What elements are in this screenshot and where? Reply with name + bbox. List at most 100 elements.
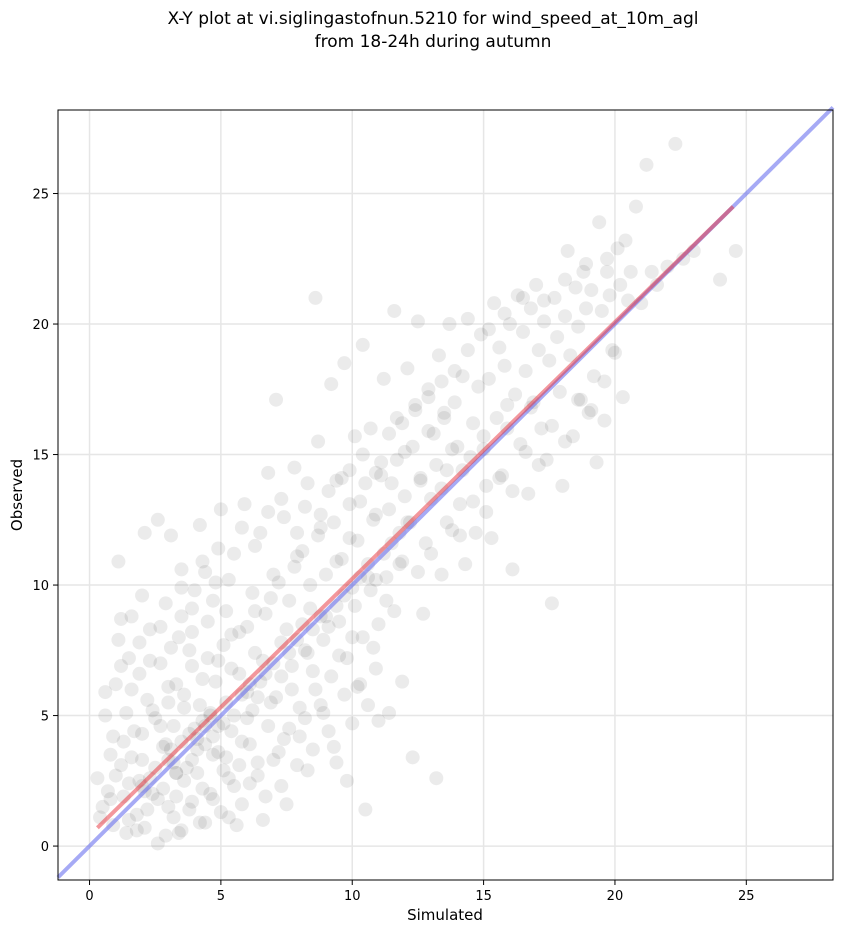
scatter-point bbox=[337, 687, 352, 702]
scatter-point bbox=[111, 554, 126, 569]
scatter-point bbox=[397, 489, 412, 504]
scatter-point bbox=[111, 632, 126, 647]
scatter-point bbox=[450, 439, 465, 454]
scatter-point bbox=[303, 601, 318, 616]
scatter-point bbox=[161, 799, 176, 814]
scatter-point bbox=[571, 392, 586, 407]
scatter-point bbox=[413, 471, 428, 486]
scatter-point bbox=[392, 557, 407, 572]
scatter-point bbox=[240, 711, 255, 726]
scatter-point bbox=[339, 773, 354, 788]
scatter-point bbox=[560, 243, 575, 258]
scatter-point bbox=[271, 575, 286, 590]
scatter-point bbox=[579, 257, 594, 271]
scatter-point bbox=[321, 724, 336, 739]
scatter-point bbox=[224, 627, 239, 642]
scatter-point bbox=[466, 494, 481, 509]
scatter-point bbox=[250, 755, 265, 770]
scatter-point bbox=[103, 747, 118, 762]
scatter-point bbox=[531, 457, 546, 472]
scatter-point bbox=[600, 264, 615, 279]
scatter-point bbox=[297, 499, 312, 514]
scatter-point bbox=[479, 478, 494, 493]
scatter-point bbox=[274, 779, 289, 794]
scatter-point bbox=[345, 630, 360, 645]
x-axis-ticks: 0 5 10 15 20 25 bbox=[85, 880, 755, 904]
scatter-point bbox=[184, 601, 199, 616]
scatter-point bbox=[537, 293, 552, 308]
scatter-point bbox=[502, 317, 517, 332]
scatter-point bbox=[447, 395, 462, 410]
scatter-point bbox=[516, 290, 530, 305]
scatter-point bbox=[287, 559, 302, 574]
scatter-point bbox=[145, 786, 160, 801]
scatter-point bbox=[169, 765, 184, 780]
scatter-point bbox=[290, 549, 305, 564]
scatter-point bbox=[137, 525, 152, 540]
scatter-point bbox=[300, 763, 315, 778]
scatter-point bbox=[329, 755, 344, 770]
x-tick-label: 15 bbox=[475, 889, 492, 904]
scatter-point bbox=[366, 512, 381, 527]
scatter-point bbox=[295, 544, 310, 559]
scatter-point bbox=[592, 215, 607, 230]
scatter-point bbox=[192, 698, 207, 713]
scatter-point bbox=[177, 773, 192, 788]
scatter-point bbox=[494, 468, 509, 483]
scatter-point bbox=[408, 397, 423, 412]
y-tick-label: 25 bbox=[32, 188, 49, 203]
scatter-point bbox=[266, 752, 281, 767]
scatter-point bbox=[234, 734, 249, 749]
scatter-point bbox=[568, 280, 583, 295]
scatter-point bbox=[424, 546, 439, 561]
scatter-point bbox=[615, 390, 630, 405]
scatter-point bbox=[206, 792, 220, 807]
scatter-point bbox=[290, 758, 305, 773]
scatter-point bbox=[250, 690, 265, 705]
scatter-point bbox=[303, 578, 318, 593]
scatter-point bbox=[442, 317, 457, 332]
scatter-point bbox=[305, 664, 320, 679]
scatter-point bbox=[221, 771, 236, 786]
scatter-point bbox=[408, 403, 423, 418]
scatter-point bbox=[297, 711, 312, 726]
scatter-point bbox=[124, 750, 139, 765]
scatter-point bbox=[558, 434, 573, 449]
scatter-point bbox=[253, 525, 268, 540]
scatter-point bbox=[497, 358, 512, 373]
scatter-point bbox=[206, 729, 220, 744]
scatter-point bbox=[190, 765, 205, 780]
scatter-point bbox=[140, 692, 155, 707]
scatter-point bbox=[326, 515, 341, 530]
scatter-point bbox=[279, 797, 294, 812]
scatter-point bbox=[413, 473, 428, 488]
scatter-point bbox=[153, 719, 168, 733]
scatter-point bbox=[184, 625, 199, 640]
scatter-point bbox=[198, 737, 213, 752]
scatter-point bbox=[539, 452, 554, 467]
scatter-point bbox=[135, 752, 150, 767]
y-tick-label: 20 bbox=[32, 318, 49, 333]
scatter-point bbox=[153, 656, 168, 671]
scatter-point bbox=[523, 301, 538, 316]
scatter-point bbox=[158, 828, 173, 843]
scatter-point bbox=[261, 465, 276, 480]
scatter-point bbox=[300, 645, 315, 660]
scatter-point bbox=[416, 606, 431, 621]
scatter-point bbox=[248, 645, 263, 660]
plot-frame bbox=[57, 109, 834, 881]
scatter-point bbox=[613, 277, 628, 292]
scatter-point bbox=[347, 429, 362, 444]
scatter-point bbox=[135, 726, 150, 741]
scatter-point bbox=[431, 348, 446, 363]
scatter-point bbox=[429, 771, 444, 786]
scatter-point bbox=[232, 625, 247, 640]
scatter-point bbox=[274, 669, 289, 684]
scatter-point bbox=[366, 640, 381, 655]
scatter-point bbox=[150, 792, 165, 807]
scatter-point bbox=[623, 264, 638, 279]
y-tick-label: 10 bbox=[32, 579, 49, 594]
scatter-point bbox=[156, 781, 171, 796]
scatter-point bbox=[198, 565, 213, 579]
scatter-point bbox=[605, 343, 620, 358]
